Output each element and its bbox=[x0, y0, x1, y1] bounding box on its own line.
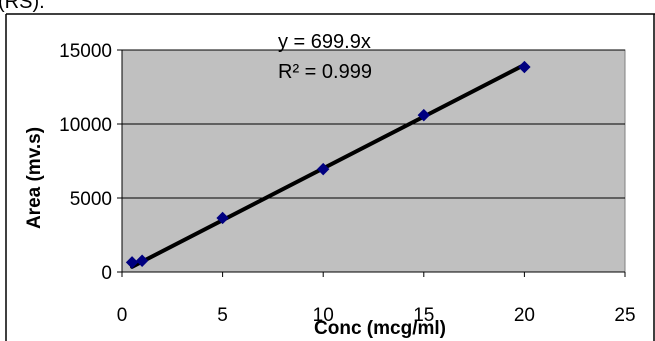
data-point-5 bbox=[518, 60, 531, 74]
x-tick-label-5: 5 bbox=[217, 305, 228, 326]
y-tick-label-10000: 10000 bbox=[59, 115, 112, 136]
equation-annotation: y = 699.9x bbox=[278, 31, 371, 53]
data-point-1 bbox=[135, 254, 149, 267]
header-text-fragment: (RS). bbox=[0, 0, 45, 13]
x-tick-label-15: 15 bbox=[413, 305, 434, 326]
y-tick-label-5000: 5000 bbox=[70, 189, 112, 210]
y-tick-label-15000: 15000 bbox=[59, 41, 112, 62]
x-axis-title: Conc (mcg/ml) bbox=[314, 318, 446, 339]
r-squared-annotation: R² = 0.999 bbox=[278, 61, 372, 83]
x-tick-label-25: 25 bbox=[614, 305, 635, 326]
axes bbox=[117, 49, 626, 277]
data-point-4 bbox=[417, 108, 431, 122]
data-point-3 bbox=[316, 162, 330, 176]
gridlines bbox=[122, 49, 625, 199]
trendline bbox=[130, 62, 527, 269]
x-tick-labels: 0 5 10 15 20 25 bbox=[117, 305, 636, 326]
data-markers bbox=[125, 60, 531, 269]
y-tick-label-0: 0 bbox=[101, 263, 112, 284]
data-point-2 bbox=[216, 211, 229, 225]
trendline-group bbox=[130, 62, 527, 269]
x-tick-label-10: 10 bbox=[313, 305, 334, 326]
x-tick-label-0: 0 bbox=[117, 305, 128, 326]
x-tick-label-20: 20 bbox=[514, 305, 535, 326]
plot-area bbox=[121, 49, 626, 273]
data-point-0 bbox=[125, 256, 139, 269]
y-axis-title: Area (mv.s) bbox=[24, 127, 45, 229]
y-tick-labels: 0 5000 10000 15000 bbox=[59, 41, 112, 284]
